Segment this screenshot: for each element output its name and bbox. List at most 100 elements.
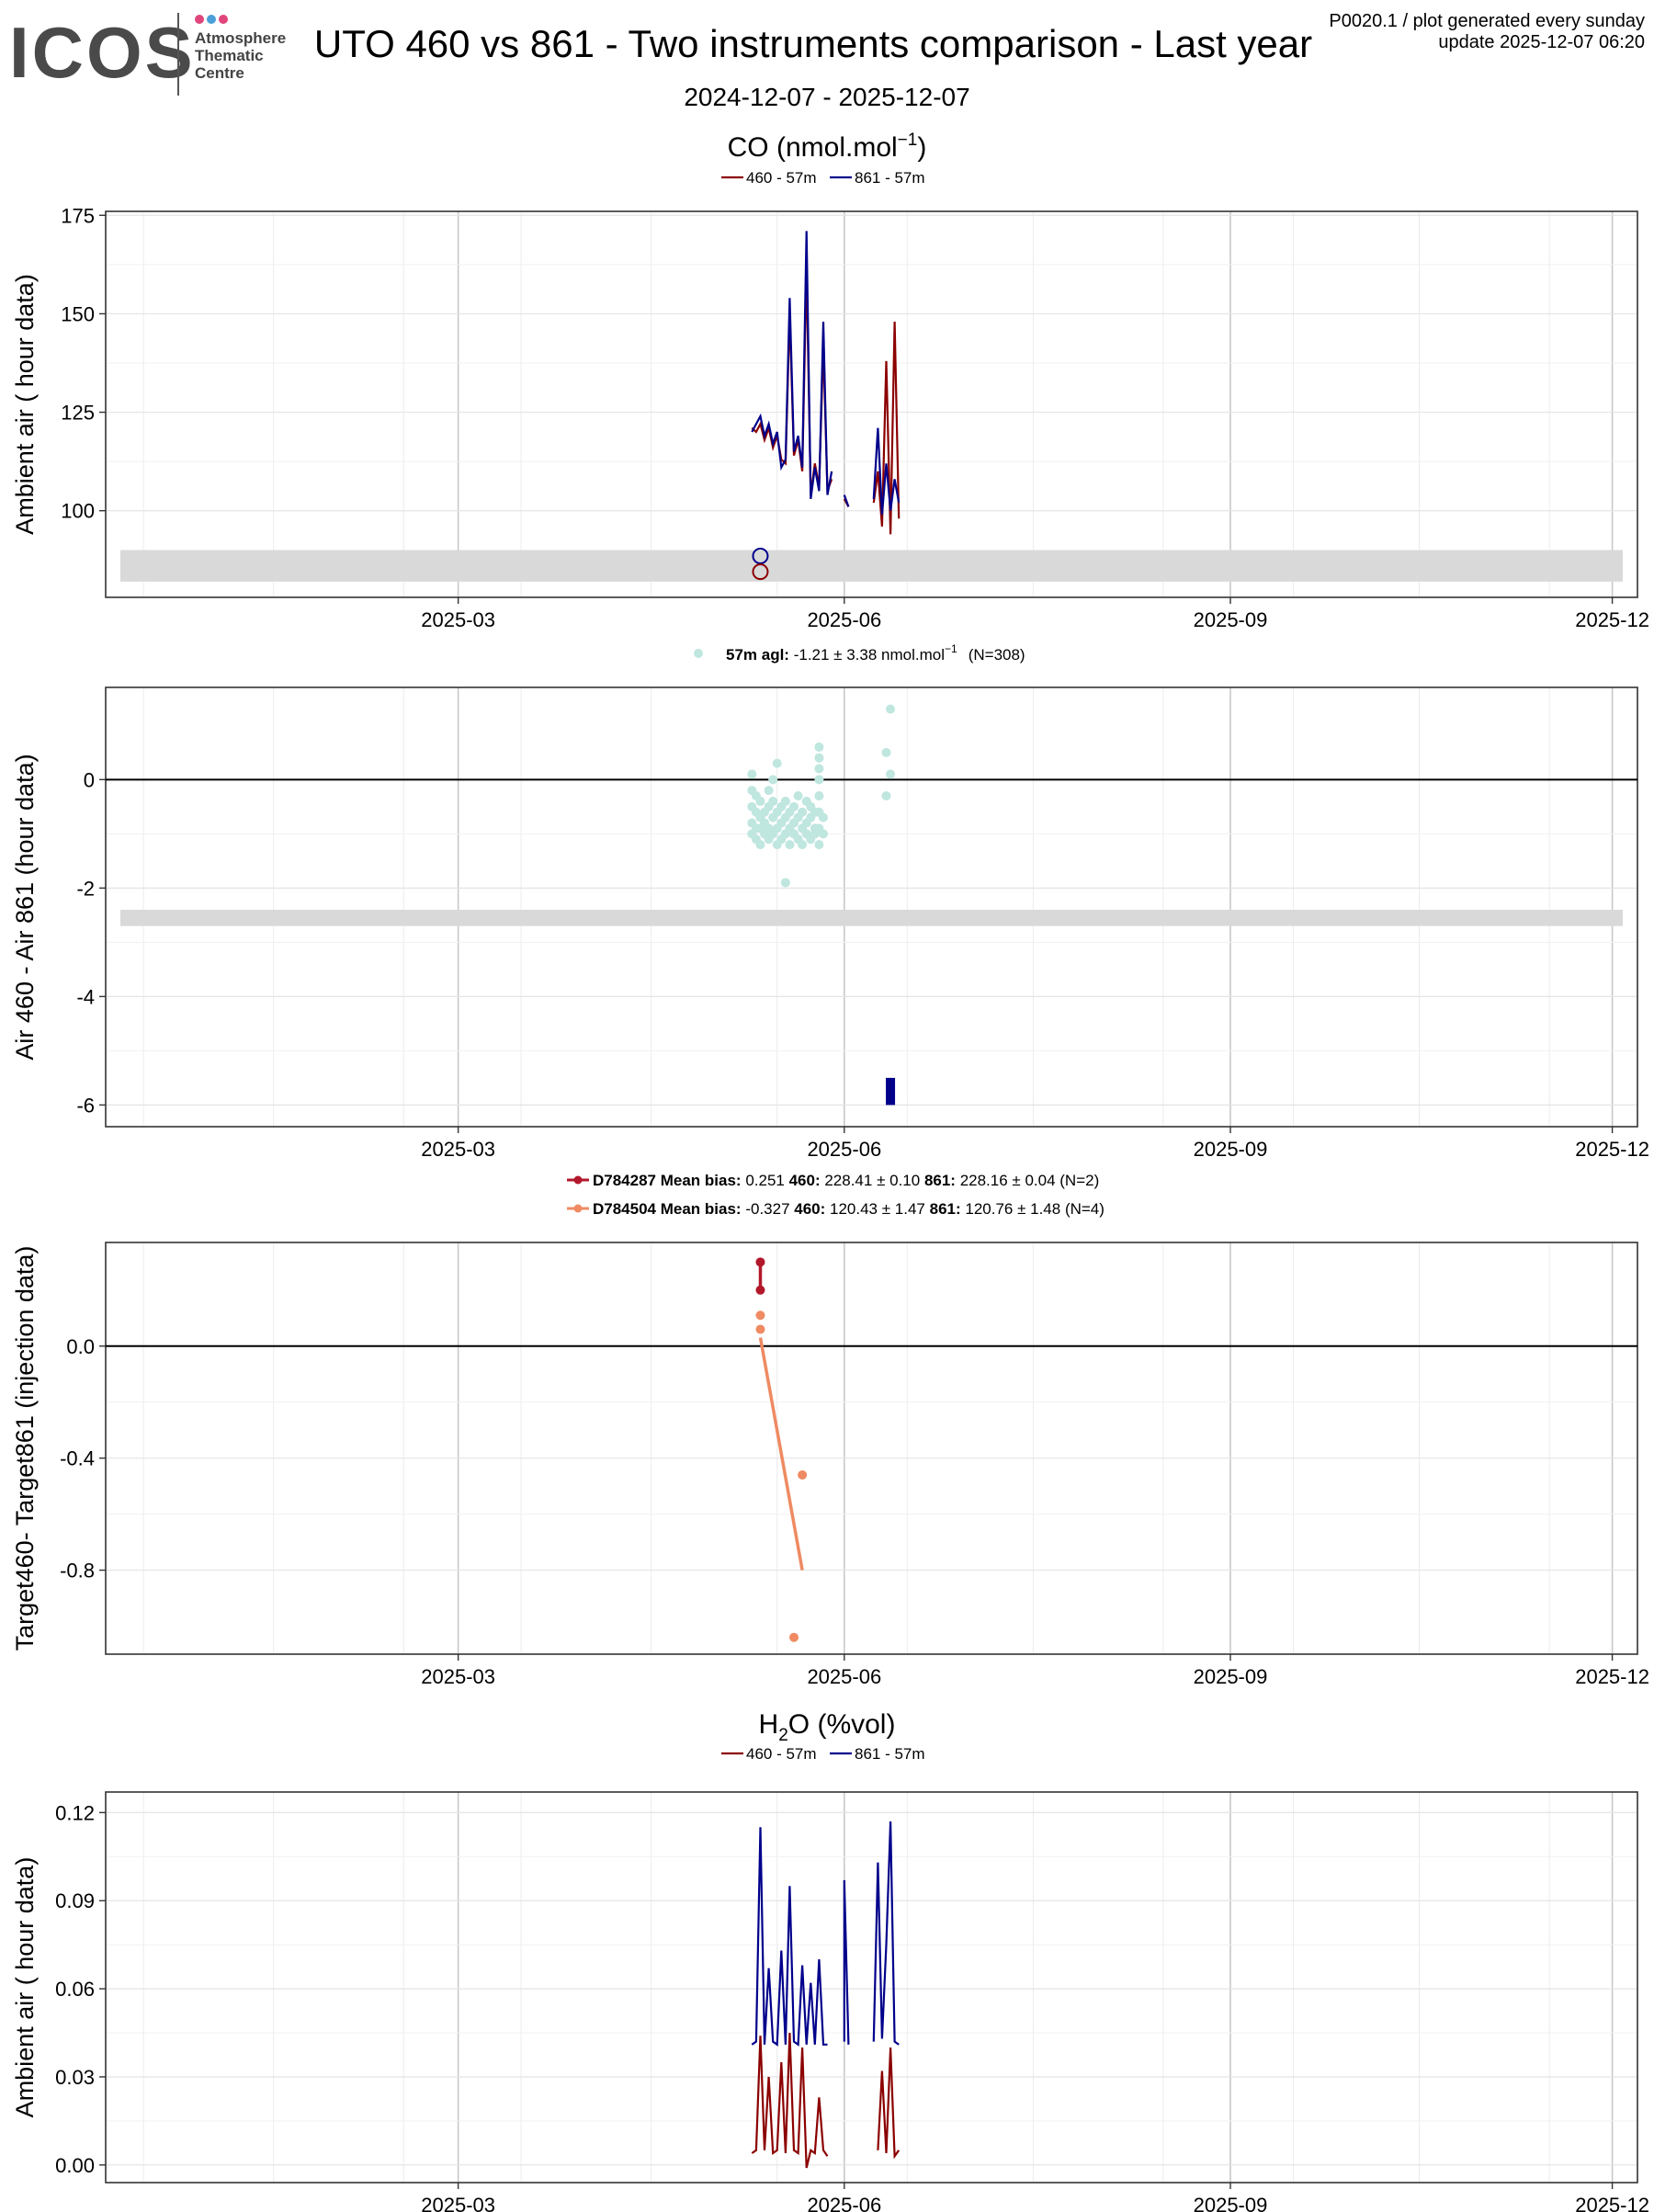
data-point bbox=[818, 829, 828, 839]
x-tick-label: 2025-12 bbox=[1575, 1138, 1649, 1161]
legend-swatch bbox=[694, 649, 703, 658]
data-point bbox=[814, 753, 824, 763]
data-point bbox=[814, 840, 824, 850]
legend-text: 0.251 bbox=[745, 1172, 788, 1189]
legend-text: 120.76 ± 1.48 (N=4) bbox=[965, 1200, 1105, 1218]
series-line bbox=[751, 1827, 828, 2047]
data-point bbox=[814, 791, 824, 801]
y-tick-label: 0.0 bbox=[66, 1335, 95, 1358]
legend-text: D784504 bbox=[593, 1200, 661, 1218]
plot-border bbox=[105, 1242, 1638, 1655]
logo-dot bbox=[195, 15, 204, 24]
x-tick-label: 2025-12 bbox=[1575, 2194, 1649, 2212]
legend-text: Mean bias: bbox=[661, 1200, 746, 1218]
data-point bbox=[789, 801, 799, 811]
y-tick-label: 125 bbox=[61, 402, 95, 425]
data-point bbox=[780, 796, 790, 806]
y-tick-label: -0.8 bbox=[60, 1560, 95, 1582]
legend-label: 460 - 57m bbox=[746, 169, 817, 187]
data-point bbox=[747, 769, 757, 779]
data-point bbox=[798, 807, 808, 817]
data-point bbox=[785, 840, 795, 850]
x-tick-label: 2025-09 bbox=[1194, 2194, 1268, 2212]
marker-circle bbox=[752, 548, 769, 564]
x-tick-label: 2025-06 bbox=[807, 608, 881, 631]
plot-panel: 2025-03 2025-06 2025-09 2025-12 0.00 0.03 0.06… bbox=[11, 1791, 1649, 2212]
legend-stats: -1.21 ± 3.38 nmol.mol bbox=[789, 646, 945, 664]
series-line bbox=[872, 321, 901, 535]
legend-text: 861: bbox=[924, 1172, 960, 1189]
data-point bbox=[772, 758, 782, 768]
chart-title: CO (nmol.mol−1) bbox=[728, 130, 927, 163]
logo-separator bbox=[177, 13, 179, 96]
plot-border bbox=[105, 1791, 1638, 2184]
legend-label: D784287 Mean bias: 0.251 460: 228.41 ± 0… bbox=[593, 1172, 1099, 1189]
data-point bbox=[764, 786, 774, 796]
plot-panel: 2025-03 2025-06 2025-09 2025-12 0.0 -0.4 -0.8 T… bbox=[11, 1242, 1649, 1688]
plot-info: P0020.1 / plot generated every sunday up… bbox=[1329, 11, 1645, 53]
legend-text: Mean bias: bbox=[661, 1172, 746, 1189]
legend-text: 228.16 ± 0.04 (N=2) bbox=[960, 1172, 1100, 1189]
logo-subtitle-line: Centre bbox=[195, 64, 244, 82]
icos-logo: ICOS bbox=[9, 12, 196, 93]
y-tick-label: 100 bbox=[61, 500, 95, 523]
x-tick-label: 2025-03 bbox=[421, 1138, 495, 1161]
x-tick-label: 2025-12 bbox=[1575, 608, 1649, 631]
logo-subtitle-line: Thematic bbox=[195, 47, 264, 64]
legend-label: D784504 Mean bias: -0.327 460: 120.43 ± … bbox=[593, 1200, 1105, 1218]
x-tick-label: 2025-06 bbox=[807, 1138, 881, 1161]
y-tick-label: 150 bbox=[61, 302, 95, 325]
grey-band bbox=[120, 550, 1623, 582]
y-axis-label: Target460- Target861 (injection data) bbox=[11, 1246, 39, 1651]
plot-border bbox=[105, 686, 1638, 1128]
y-tick-label: 0.03 bbox=[55, 2066, 95, 2089]
chart-title-text: H bbox=[759, 1709, 779, 1740]
legend-label: 861 - 57m bbox=[855, 169, 925, 187]
y-tick-label: -0.4 bbox=[60, 1447, 95, 1470]
product-code: P0020.1 / plot generated every sunday bbox=[1329, 11, 1645, 31]
artifact-bar bbox=[886, 1077, 896, 1106]
plot-panel: 2025-03 2025-06 2025-09 2025-12 100 125 150 175… bbox=[11, 204, 1649, 631]
x-tick-label: 2025-09 bbox=[1194, 1665, 1268, 1688]
data-point bbox=[755, 1257, 765, 1267]
logo-subtitle-line: Atmosphere bbox=[195, 29, 287, 47]
series-line bbox=[877, 2047, 901, 2160]
y-tick-label: -2 bbox=[76, 877, 95, 900]
chart-title-text: CO (nmol.mol bbox=[728, 132, 898, 163]
legend-label: 460 - 57m bbox=[746, 1745, 817, 1763]
legend-text: -0.327 bbox=[745, 1200, 794, 1218]
x-tick-label: 2025-09 bbox=[1194, 608, 1268, 631]
series-line bbox=[843, 1879, 850, 2045]
plot-border bbox=[105, 210, 1638, 598]
y-tick-label: -6 bbox=[76, 1094, 95, 1117]
legend: 460 - 57m 861 - 57m bbox=[721, 169, 925, 187]
data-point bbox=[780, 878, 790, 888]
y-axis-label: Air 460 - Air 861 (hour data) bbox=[11, 754, 39, 1060]
x-tick-label: 2025-12 bbox=[1575, 1665, 1649, 1688]
data-point bbox=[768, 796, 778, 806]
data-point bbox=[886, 704, 896, 714]
series-line bbox=[751, 231, 833, 500]
x-tick-label: 2025-06 bbox=[807, 2194, 881, 2212]
chart-title-sub: 2 bbox=[778, 1726, 788, 1745]
data-point bbox=[798, 1469, 808, 1480]
fit-line bbox=[758, 1337, 804, 1571]
x-tick-label: 2025-09 bbox=[1194, 1138, 1268, 1161]
data-point bbox=[755, 1310, 765, 1321]
grey-band bbox=[120, 909, 1623, 926]
plot-background bbox=[106, 687, 1637, 1127]
plot-background bbox=[106, 1242, 1637, 1654]
legend-label: 861 - 57m bbox=[855, 1745, 925, 1763]
data-point bbox=[798, 840, 808, 850]
x-tick-label: 2025-03 bbox=[421, 2194, 495, 2212]
y-tick-label: 0.09 bbox=[55, 1889, 95, 1912]
data-point bbox=[755, 1285, 765, 1295]
marker-circle bbox=[752, 563, 769, 581]
legend: D784287 Mean bias: 0.251 460: 228.41 ± 0… bbox=[567, 1172, 1105, 1218]
data-point bbox=[755, 1324, 765, 1334]
series-line bbox=[843, 494, 850, 507]
logo-dots bbox=[195, 15, 232, 24]
series-line bbox=[872, 1821, 900, 2046]
legend-text: 228.41 ± 0.10 bbox=[824, 1172, 924, 1189]
plot-background bbox=[106, 1792, 1637, 2183]
